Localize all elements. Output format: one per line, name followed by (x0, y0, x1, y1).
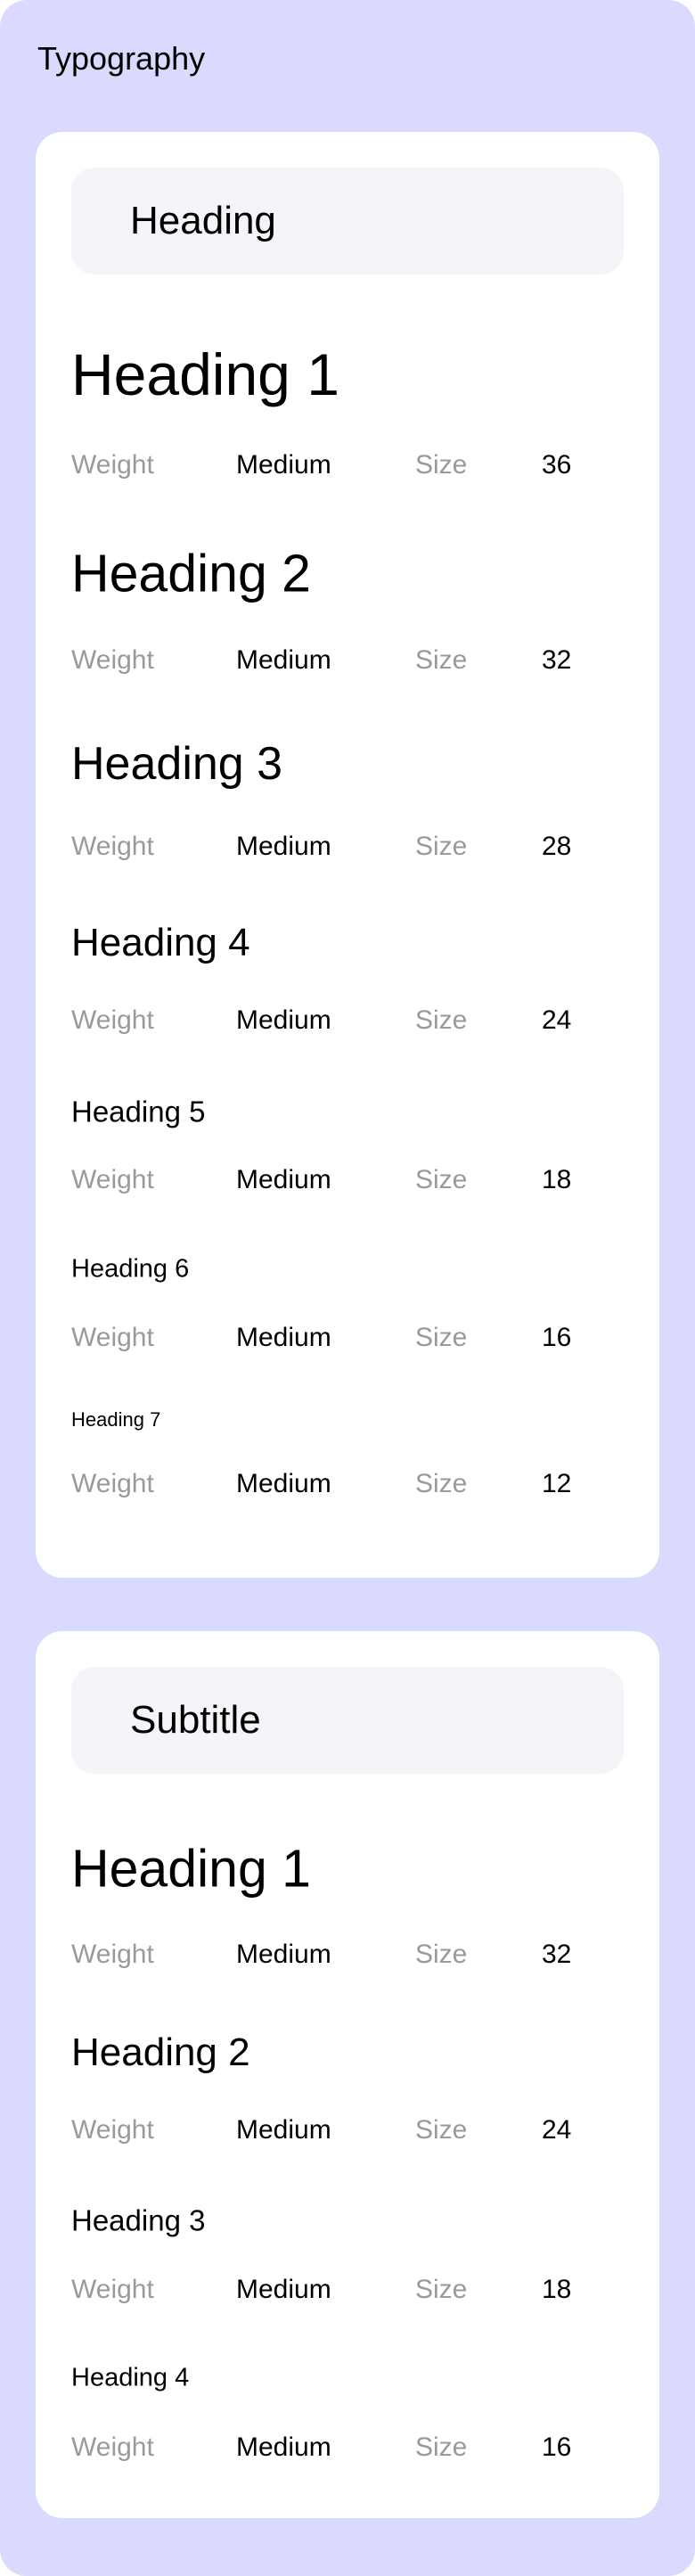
section-header-label: Subtitle (130, 1698, 261, 1742)
section-header: Subtitle (71, 1667, 624, 1774)
size-label: Size (415, 1005, 468, 1035)
weight-value: Medium (236, 1005, 331, 1035)
size-label: Size (415, 450, 468, 480)
type-sample-heading: Heading 4 (71, 2363, 190, 2392)
type-sample-heading: Heading 4 (71, 921, 250, 964)
size-label: Size (415, 1940, 468, 1969)
size-value: 32 (542, 1940, 572, 1969)
size-value: 16 (542, 2432, 572, 2462)
size-value: 28 (542, 832, 572, 861)
weight-value: Medium (236, 645, 331, 675)
size-value: 16 (542, 1323, 572, 1352)
size-label: Size (415, 832, 468, 861)
weight-label: Weight (71, 1469, 154, 1498)
heading-section-card: Heading Heading 1 Weight Medium Size 36 Headi… (36, 132, 659, 1578)
size-label: Size (415, 2115, 468, 2145)
weight-value: Medium (236, 1469, 331, 1498)
weight-label: Weight (71, 450, 154, 480)
weight-value: Medium (236, 832, 331, 861)
weight-label: Weight (71, 1323, 154, 1352)
type-sample-heading: Heading 3 (71, 738, 283, 790)
type-sample-heading: Heading 2 (71, 544, 311, 603)
size-label: Size (415, 2275, 468, 2304)
size-value: 24 (542, 2115, 572, 2145)
size-value: 12 (542, 1469, 572, 1498)
type-sample-heading: Heading 7 (71, 1408, 161, 1431)
weight-value: Medium (236, 2432, 331, 2462)
size-value: 36 (542, 450, 572, 480)
size-value: 18 (542, 1165, 572, 1194)
weight-value: Medium (236, 2275, 331, 2304)
weight-label: Weight (71, 1005, 154, 1035)
size-value: 24 (542, 1005, 572, 1035)
page-title: Typography (37, 40, 206, 77)
weight-label: Weight (71, 645, 154, 675)
type-sample-heading: Heading 1 (71, 1839, 311, 1899)
size-label: Size (415, 645, 468, 675)
type-sample-heading: Heading 2 (71, 2030, 250, 2074)
weight-label: Weight (71, 2275, 154, 2304)
section-header: Heading (71, 168, 624, 275)
weight-label: Weight (71, 2115, 154, 2145)
section-header-label: Heading (130, 199, 276, 242)
weight-label: Weight (71, 2432, 154, 2462)
size-label: Size (415, 2432, 468, 2462)
size-label: Size (415, 1323, 468, 1352)
size-value: 18 (542, 2275, 572, 2304)
weight-value: Medium (236, 1940, 331, 1969)
size-label: Size (415, 1469, 468, 1498)
weight-label: Weight (71, 1165, 154, 1194)
size-label: Size (415, 1165, 468, 1194)
subtitle-section-card: Subtitle Heading 1 Weight Medium Size 32 Head… (36, 1631, 659, 2518)
size-value: 32 (542, 645, 572, 675)
type-sample-heading: Heading 1 (71, 341, 339, 407)
weight-label: Weight (71, 832, 154, 861)
weight-label: Weight (71, 1940, 154, 1969)
weight-value: Medium (236, 450, 331, 480)
type-sample-heading: Heading 3 (71, 2203, 206, 2237)
weight-value: Medium (236, 2115, 331, 2145)
type-sample-heading: Heading 5 (71, 1095, 206, 1128)
type-sample-heading: Heading 6 (71, 1254, 190, 1284)
weight-value: Medium (236, 1323, 331, 1352)
weight-value: Medium (236, 1165, 331, 1194)
